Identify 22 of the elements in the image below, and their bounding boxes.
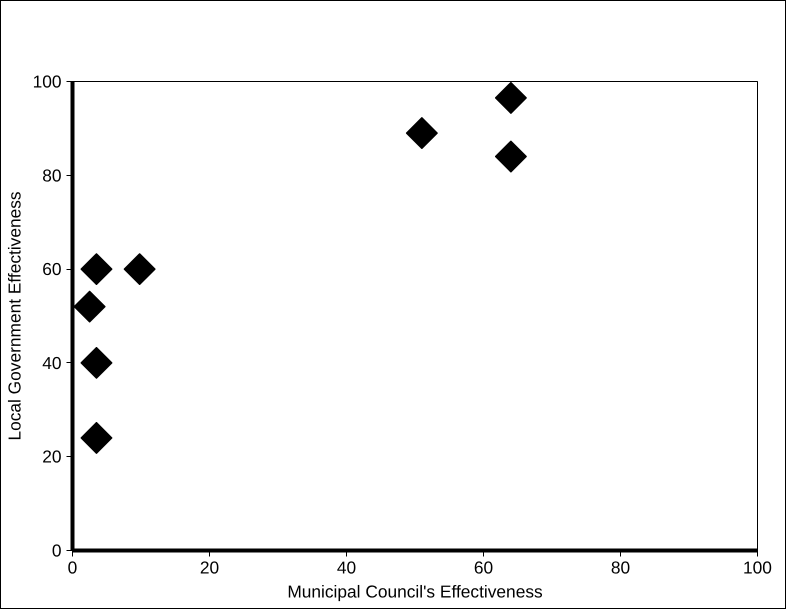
point	[494, 140, 527, 173]
point	[80, 346, 113, 379]
y-tick-label: 20	[42, 446, 62, 467]
y-tick-label: 80	[42, 165, 62, 186]
x-tick-label: 0	[68, 558, 78, 578]
point	[406, 117, 438, 150]
y-tick-label: 60	[42, 259, 62, 280]
y-tick-label: 40	[42, 352, 62, 373]
point	[74, 290, 106, 323]
x-tick-label: 20	[200, 558, 220, 578]
point	[124, 253, 156, 286]
x-tick-label: 100	[743, 558, 772, 578]
point	[80, 253, 113, 286]
x-tick-label: 60	[474, 558, 494, 578]
x-tick-label: 80	[610, 558, 630, 578]
y-tick-label: 0	[52, 540, 62, 560]
x-axis-title: Municipal Council's Effectiveness	[287, 582, 543, 602]
point	[80, 422, 113, 454]
point	[494, 82, 527, 114]
x-tick-label: 40	[336, 558, 356, 578]
y-axis-title: Local Government Effectiveness	[4, 191, 25, 441]
y-tick-label: 100	[32, 72, 62, 92]
